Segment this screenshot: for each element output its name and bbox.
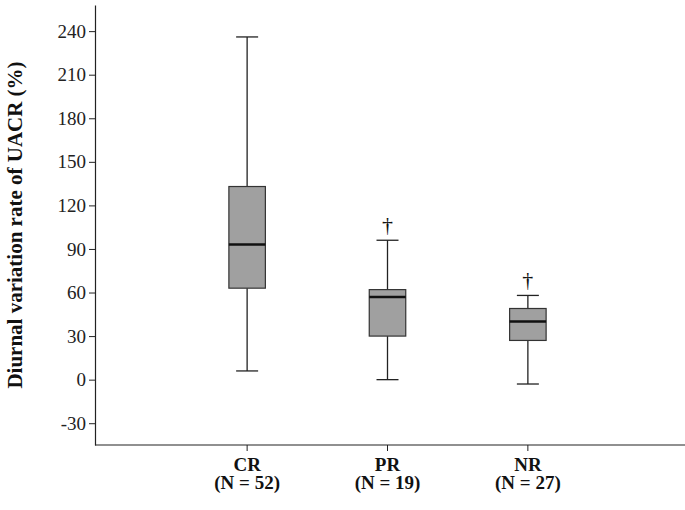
box <box>369 290 405 336</box>
y-axis-title: Diurnal variation rate of UACR (%) <box>3 61 27 388</box>
box-group <box>369 240 405 379</box>
y-tick-label: -30 <box>61 413 86 434</box>
annotation: † <box>522 267 533 292</box>
x-tick: CR(N = 52) <box>214 445 280 494</box>
y-tick: 240 <box>58 21 96 42</box>
median <box>229 243 265 246</box>
y-tick: 30 <box>67 326 95 347</box>
x-tick: PR(N = 19) <box>355 445 421 494</box>
y-tick-mark <box>89 293 95 294</box>
y-tick-mark <box>89 205 95 206</box>
x-n-label: (N = 27) <box>495 472 561 494</box>
y-tick-label: 90 <box>67 239 86 260</box>
y-tick-label: 180 <box>58 108 87 129</box>
max-cap <box>377 240 399 241</box>
x-axis: CR(N = 52) PR(N = 19) NR(N = 27) <box>214 445 560 494</box>
y-tick-mark <box>89 75 95 76</box>
y-axis: -30 0 30 60 90 120 150 180 210 240 <box>58 6 96 446</box>
x-tick-mark <box>527 445 528 451</box>
y-tick: 120 <box>58 195 96 216</box>
y-axis-line <box>95 6 96 446</box>
y-tick-label: 120 <box>58 195 87 216</box>
y-tick-mark <box>89 380 95 381</box>
box <box>229 187 265 289</box>
box-group <box>229 37 265 371</box>
max-cap <box>236 36 258 37</box>
upper-whisker <box>527 295 528 308</box>
median <box>510 320 546 323</box>
y-tick: -30 <box>61 413 95 434</box>
y-tick-mark <box>89 423 95 424</box>
y-tick-mark <box>89 31 95 32</box>
min-cap <box>377 379 399 380</box>
x-tick: NR(N = 27) <box>495 445 561 494</box>
y-tick-label: 60 <box>67 282 86 303</box>
max-cap <box>517 295 539 296</box>
y-tick-label: 30 <box>67 326 86 347</box>
x-n-label: (N = 52) <box>214 472 280 494</box>
y-tick-mark <box>89 162 95 163</box>
boxes <box>229 37 546 384</box>
x-axis-line <box>95 444 685 445</box>
x-tick-mark <box>247 445 248 451</box>
box-group <box>510 295 546 384</box>
annotation: † <box>382 212 393 237</box>
y-tick: 0 <box>77 369 96 390</box>
y-tick-mark <box>89 118 95 119</box>
box <box>510 308 546 340</box>
y-tick-label: 150 <box>58 151 87 172</box>
y-tick: 90 <box>67 239 95 260</box>
upper-whisker <box>246 37 247 187</box>
y-tick-mark <box>89 336 95 337</box>
min-cap <box>517 383 539 384</box>
upper-whisker <box>387 240 388 289</box>
lower-whisker <box>387 336 388 380</box>
y-tick-label: 210 <box>58 64 87 85</box>
x-tick-mark <box>387 445 388 451</box>
y-tick: 150 <box>58 151 96 172</box>
lower-whisker <box>527 340 528 384</box>
lower-whisker <box>246 288 247 371</box>
chart: -30 0 30 60 90 120 150 180 210 240 CR(N = 52) PR(N … <box>0 0 685 510</box>
y-tick: 60 <box>67 282 95 303</box>
y-tick-label: 240 <box>58 21 87 42</box>
median <box>369 296 405 299</box>
y-tick-mark <box>89 249 95 250</box>
y-tick-label: 0 <box>77 369 87 390</box>
min-cap <box>236 370 258 371</box>
y-tick: 180 <box>58 108 96 129</box>
y-tick: 210 <box>58 64 96 85</box>
x-n-label: (N = 19) <box>355 472 421 494</box>
